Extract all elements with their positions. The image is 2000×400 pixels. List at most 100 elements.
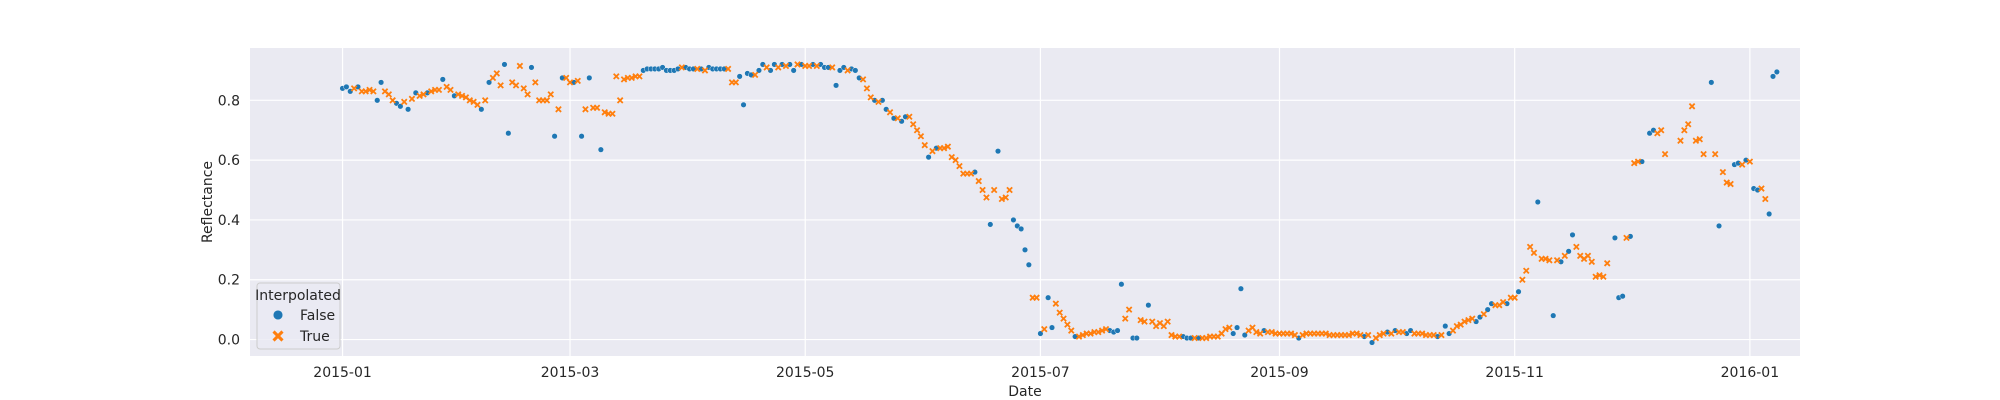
legend-label-true: True xyxy=(299,329,330,345)
data-point xyxy=(894,114,902,122)
data-point xyxy=(1002,194,1009,201)
data-point xyxy=(1137,316,1144,324)
data-point xyxy=(693,65,701,73)
data-point xyxy=(1453,322,1461,330)
data-point xyxy=(1098,327,1106,334)
y-tick-label: 0.0 xyxy=(218,333,240,349)
data-point xyxy=(1249,324,1256,331)
data-point xyxy=(975,177,983,185)
data-point xyxy=(582,106,589,113)
data-point xyxy=(400,98,408,106)
data-point xyxy=(1322,330,1330,337)
data-point xyxy=(828,64,836,71)
data-point xyxy=(1584,252,1592,260)
data-point xyxy=(1060,315,1067,322)
data-point xyxy=(1438,331,1445,339)
data-point xyxy=(1480,310,1488,318)
data-point xyxy=(385,91,393,98)
data-point xyxy=(1175,333,1183,340)
data-point xyxy=(1380,330,1387,337)
data-point xyxy=(844,67,851,74)
data-point xyxy=(755,67,762,74)
data-point xyxy=(751,71,759,79)
data-point xyxy=(1738,161,1746,168)
data-point xyxy=(863,85,871,92)
data-point xyxy=(593,104,601,112)
data-point xyxy=(1565,248,1572,255)
data-point xyxy=(1603,260,1611,267)
x-axis-label: Date xyxy=(1008,384,1041,400)
data-point xyxy=(1561,252,1569,260)
data-point xyxy=(1630,159,1638,167)
data-point xyxy=(1511,294,1518,301)
data-point xyxy=(543,97,551,104)
data-point xyxy=(1766,210,1773,217)
data-point xyxy=(562,74,570,82)
data-point xyxy=(1388,330,1395,337)
legend: Interpolated False True xyxy=(255,282,341,350)
data-point xyxy=(1546,257,1553,264)
data-point xyxy=(497,82,504,89)
data-point xyxy=(1133,335,1140,342)
data-point xyxy=(1230,330,1237,337)
data-point xyxy=(374,97,381,104)
data-point xyxy=(505,130,512,137)
data-point xyxy=(1681,126,1688,134)
plot-background xyxy=(250,48,1800,356)
data-point xyxy=(875,98,882,106)
data-point xyxy=(466,97,474,104)
data-point xyxy=(952,156,959,164)
data-point xyxy=(362,88,369,95)
data-point xyxy=(405,106,412,113)
data-point xyxy=(1708,79,1715,86)
data-point xyxy=(1114,327,1121,334)
data-point xyxy=(1746,158,1754,165)
data-point xyxy=(906,113,913,121)
data-point xyxy=(983,194,990,201)
data-point xyxy=(378,79,385,86)
data-point xyxy=(427,88,435,95)
data-point xyxy=(1550,312,1557,319)
data-point xyxy=(1700,150,1707,158)
data-point xyxy=(1770,73,1777,80)
y-tick-label: 0.4 xyxy=(218,213,240,229)
data-point xyxy=(1623,234,1630,242)
data-point xyxy=(493,70,501,77)
data-point xyxy=(929,147,936,155)
data-point xyxy=(1399,328,1407,336)
data-point xyxy=(532,79,539,86)
data-point xyxy=(740,101,747,108)
data-point xyxy=(474,101,481,109)
data-point xyxy=(1684,120,1692,128)
x-tick-label: 2015-01 xyxy=(313,365,372,381)
data-point xyxy=(678,64,686,71)
data-point xyxy=(613,73,620,80)
data-point xyxy=(1461,318,1468,325)
x-tick-label: 2015-09 xyxy=(1250,365,1309,381)
data-point xyxy=(1376,331,1383,339)
data-point xyxy=(990,186,998,194)
data-point xyxy=(435,86,443,94)
data-point xyxy=(867,94,875,101)
data-point xyxy=(736,73,743,80)
data-point xyxy=(1465,316,1472,324)
y-axis-label: Reflectance xyxy=(200,161,216,243)
data-point xyxy=(1692,137,1700,144)
data-point xyxy=(566,79,574,86)
data-point xyxy=(1256,330,1264,337)
data-point xyxy=(998,195,1006,203)
data-point xyxy=(1696,135,1704,143)
data-point xyxy=(790,67,797,74)
data-point xyxy=(601,109,608,116)
data-point xyxy=(1191,334,1198,342)
x-tick-label: 2015-07 xyxy=(1011,365,1070,381)
data-point xyxy=(1657,126,1665,134)
data-point xyxy=(636,73,643,80)
data-point xyxy=(701,67,709,74)
data-point xyxy=(1237,285,1244,292)
data-point xyxy=(1515,288,1522,295)
data-point xyxy=(1087,330,1094,337)
data-point xyxy=(794,61,801,68)
data-point xyxy=(616,97,624,104)
